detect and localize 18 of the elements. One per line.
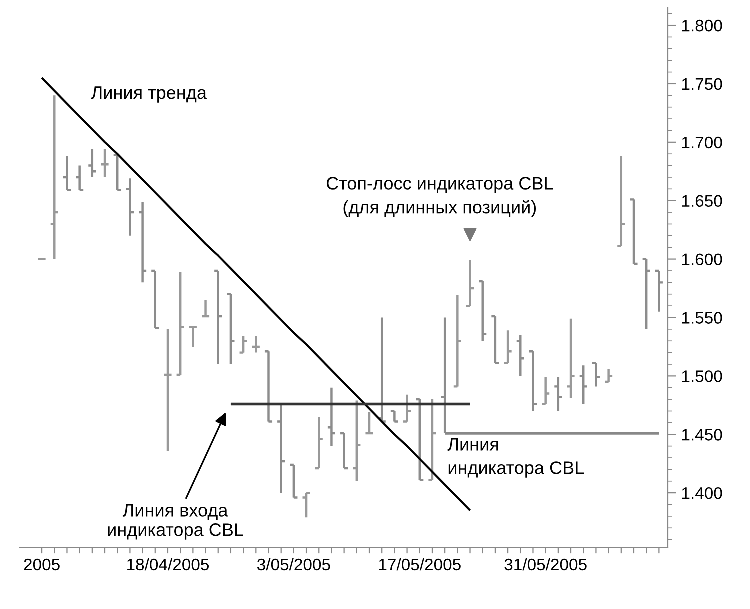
annotation: Линия входа индикатора CBL xyxy=(108,504,244,540)
x-tick-label: 18/04/2005 xyxy=(128,558,209,571)
x-tick-label: 17/05/2005 xyxy=(379,558,461,571)
y-tick-label: 1.650 xyxy=(682,195,722,208)
y-tick-label: 1.600 xyxy=(682,254,722,266)
y-tick-label: 1.750 xyxy=(682,78,722,90)
annotation: Линия тренда xyxy=(91,86,207,103)
x-tick-label: 31/05/2005 xyxy=(504,558,587,571)
y-tick-label: 1.550 xyxy=(682,312,722,324)
y-tick-label: 1.500 xyxy=(682,370,722,382)
y-tick-label: 1.700 xyxy=(682,136,722,149)
y-tick-label: 1.400 xyxy=(682,487,722,500)
annotation: Линия индикатора CBL xyxy=(448,438,584,478)
y-tick-label: 1.800 xyxy=(682,20,722,32)
y-tick-label: 1.450 xyxy=(682,429,722,441)
annotation: Стоп-лосс индикатора CBL (для длинных позиций) xyxy=(326,177,554,218)
x-tick-label: 2005 xyxy=(24,558,60,571)
x-tick-label: 3/05/2005 xyxy=(258,558,330,571)
